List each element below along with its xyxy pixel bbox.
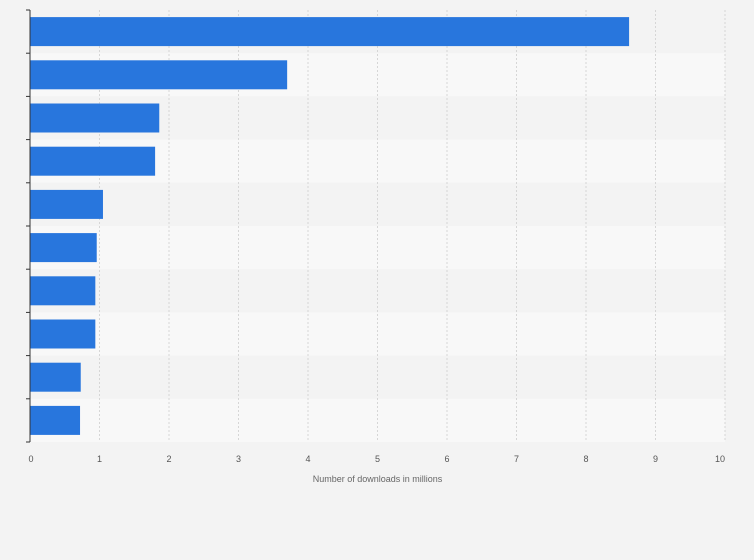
y-axis xyxy=(26,9,31,443)
bar xyxy=(30,17,630,47)
x-tick-label: 3 xyxy=(236,454,241,464)
x-tick-labels: 0 1 2 3 4 5 6 7 8 9 10 xyxy=(28,454,725,464)
x-tick-label: 1 xyxy=(97,454,102,464)
x-tick-label: 6 xyxy=(444,454,449,464)
x-tick-label: 4 xyxy=(305,454,310,464)
x-tick-label: 2 xyxy=(166,454,171,464)
bars xyxy=(30,17,630,435)
bar xyxy=(30,189,103,219)
bar xyxy=(30,233,97,263)
x-tick-label: 0 xyxy=(28,454,33,464)
x-tick-label: 8 xyxy=(583,454,588,464)
bar xyxy=(30,319,96,349)
x-tick-label: 5 xyxy=(375,454,380,464)
bar xyxy=(30,405,81,435)
bar xyxy=(30,103,160,133)
bar xyxy=(30,276,96,306)
x-tick-label: 9 xyxy=(653,454,658,464)
x-tick-label: 10 xyxy=(715,454,725,464)
bar xyxy=(30,362,81,392)
bar xyxy=(30,146,156,176)
x-tick-label: 7 xyxy=(514,454,519,464)
bar xyxy=(30,60,288,90)
x-axis-title: Number of downloads in millions xyxy=(313,474,443,484)
